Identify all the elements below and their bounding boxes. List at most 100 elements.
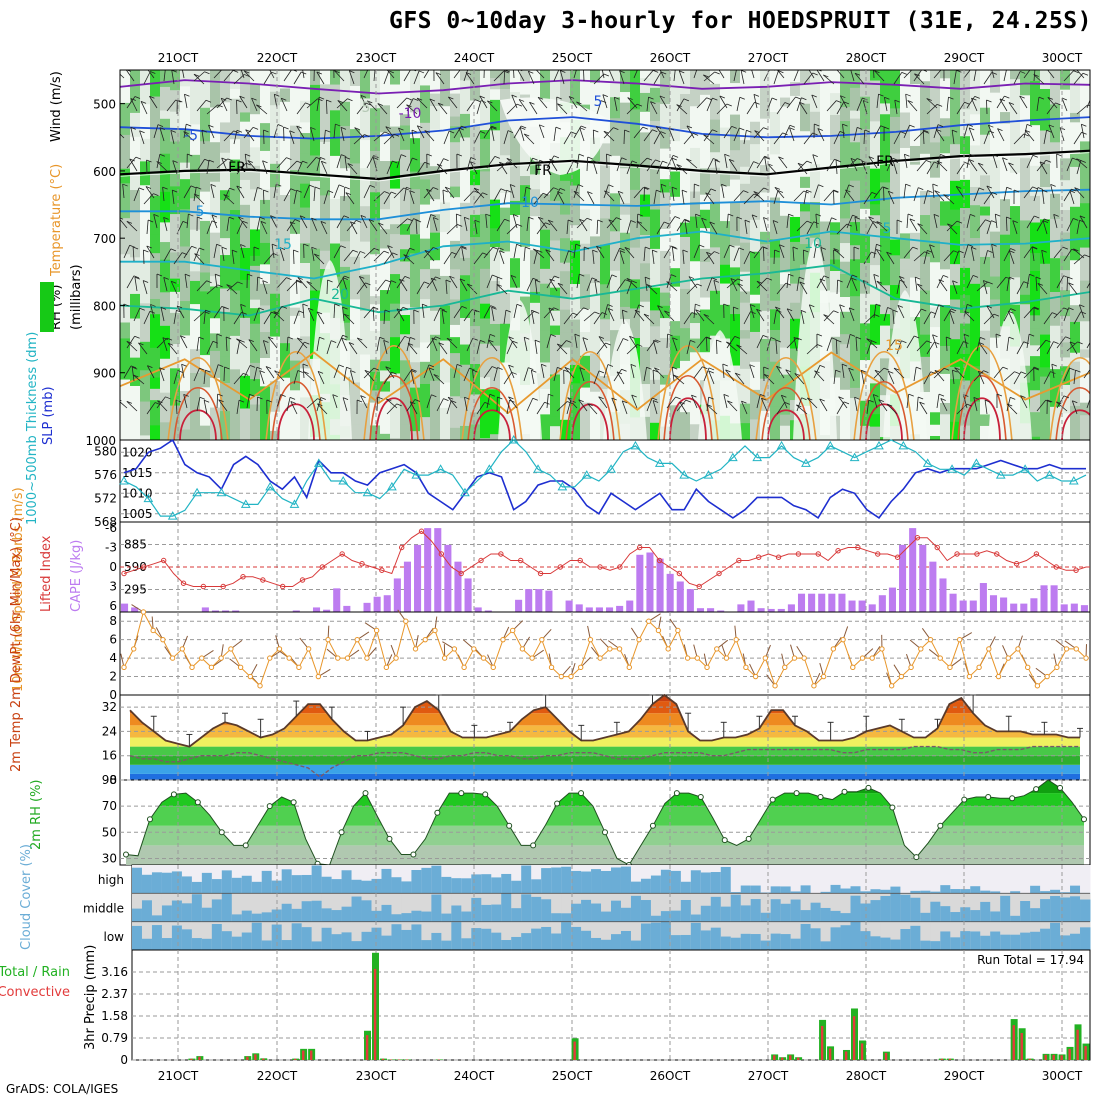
slp-tick: 1005	[122, 507, 153, 521]
rh-cell	[430, 78, 441, 95]
wind-barb-flag	[187, 153, 193, 157]
wind-barb	[616, 371, 625, 385]
rh-cell	[980, 425, 991, 440]
wind-barb-flag	[489, 393, 495, 397]
wind-barb	[816, 70, 825, 82]
wind-barb-flag	[695, 213, 701, 217]
wind-barb	[533, 250, 538, 265]
warm-arch	[865, 403, 903, 440]
cloud-cell	[840, 913, 851, 922]
rh-cell	[560, 214, 571, 239]
wind-barb	[579, 218, 588, 232]
rh-cell	[750, 294, 761, 305]
li-marker	[756, 554, 762, 560]
wind-barb	[636, 157, 648, 169]
wind-barb	[953, 250, 960, 265]
rh-cell	[740, 423, 751, 440]
wind-barb	[537, 216, 548, 229]
wind-barb-flag	[794, 373, 800, 376]
wind-barb-flag	[878, 93, 884, 97]
rh-cell	[160, 118, 171, 155]
rh-cell	[740, 403, 751, 424]
wind-barb-flag	[396, 403, 402, 407]
wind-barb-flag	[713, 279, 720, 283]
wind-barb-flag	[716, 339, 722, 343]
rh-cell	[400, 190, 411, 225]
wind-barb-flag	[474, 219, 480, 223]
wind-barb	[963, 124, 969, 139]
wind-barb	[936, 160, 948, 172]
wind-barb-flag	[940, 398, 946, 401]
cloud-cell	[850, 921, 861, 950]
rh-cell	[930, 153, 941, 179]
rh-cell	[300, 70, 311, 102]
wind-barb-flag	[566, 340, 572, 343]
rh-cell	[1050, 70, 1061, 106]
wind-barb-flag	[510, 184, 516, 187]
wind-barb-flag	[958, 250, 964, 254]
wind-barb	[579, 367, 585, 382]
cloud-cell-bg	[1060, 865, 1071, 894]
wind-barb-flag	[672, 337, 678, 341]
wind-barb	[706, 336, 708, 352]
wind-barb	[428, 367, 435, 382]
wind-barb	[441, 310, 445, 325]
wind-barb-flag	[676, 67, 681, 69]
cape-bar	[666, 573, 674, 612]
wind-barb	[343, 367, 347, 382]
rh-cell	[950, 70, 961, 110]
wind-barb-flag	[999, 98, 1006, 102]
wind-barb-flag	[1042, 220, 1049, 223]
rh-cell	[1000, 91, 1011, 113]
rh-cell	[750, 85, 761, 123]
wind-barb-flag	[954, 367, 960, 371]
warm-arch	[277, 403, 315, 440]
wind-barb-flag	[695, 303, 701, 307]
li-marker	[855, 544, 861, 551]
wind-barb-flag	[739, 127, 745, 131]
rh-cell	[680, 268, 691, 290]
wind-barb-flag	[835, 67, 840, 69]
wind-barb	[526, 217, 529, 232]
wind-barb	[432, 217, 438, 232]
rh-cell	[490, 89, 501, 101]
wind-barb-flag	[631, 160, 638, 164]
rh-cell	[630, 308, 641, 339]
wind-barb	[660, 184, 665, 199]
wind-barb	[493, 188, 502, 202]
wind-barb-flag	[775, 67, 780, 69]
wind-barb-flag	[652, 70, 659, 73]
wind-barb	[1003, 371, 1015, 382]
rh-cell	[1050, 104, 1061, 143]
wind-barb	[486, 334, 491, 349]
rh-cell	[690, 287, 701, 314]
rh-cell	[1060, 124, 1071, 159]
wind-barb	[413, 70, 420, 85]
wind-barb-flag	[1065, 336, 1071, 340]
wind-barb	[213, 70, 223, 79]
wind-barb-flag	[204, 399, 210, 403]
rh-cell	[180, 86, 191, 131]
cape-bar	[383, 595, 391, 612]
rh-cell	[130, 420, 141, 440]
wind-barb-flag	[1008, 336, 1015, 340]
rh-cell	[340, 266, 351, 281]
cape-bar	[565, 600, 573, 612]
wind-barb-flag	[311, 246, 317, 250]
wind-barb-flag	[901, 340, 907, 344]
wind-barb-flag	[557, 282, 564, 286]
rh-cell	[120, 427, 131, 440]
wind-barb-flag	[892, 309, 898, 313]
wind-barb	[606, 217, 617, 229]
wind-marker	[966, 673, 973, 680]
wind-barb-flag	[980, 337, 986, 340]
rh-cell	[180, 141, 191, 164]
cloud-cell	[790, 899, 802, 922]
wind-barb	[1066, 276, 1068, 292]
wind-barb	[526, 278, 534, 292]
rh-cell	[380, 178, 391, 210]
wind-barb-flag	[156, 161, 162, 164]
wind-barb-flag	[658, 65, 663, 67]
rh-cell	[350, 129, 361, 165]
wind-barb	[262, 340, 268, 355]
